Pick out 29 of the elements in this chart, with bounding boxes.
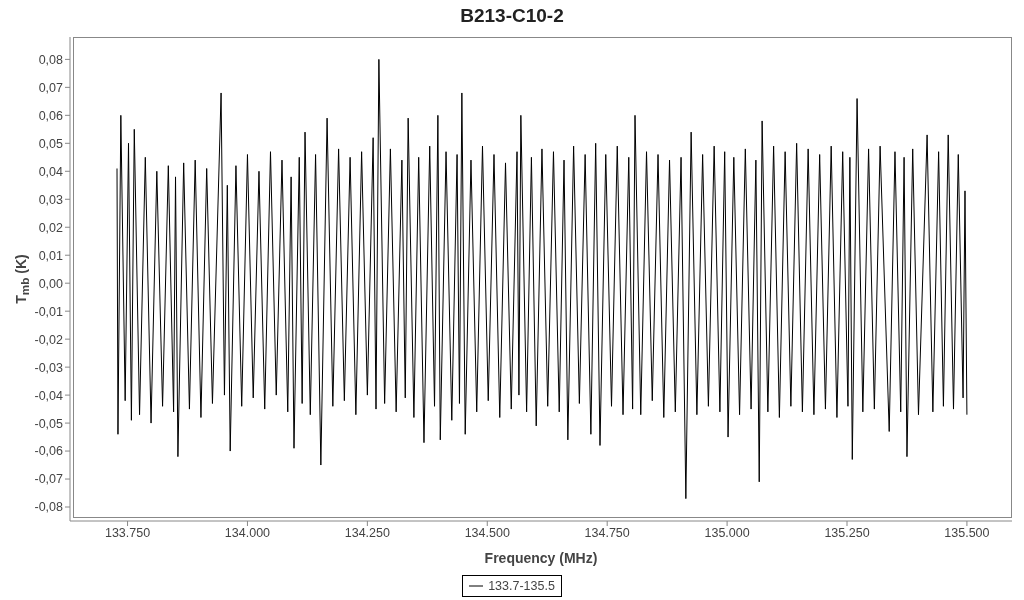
x-tick-label: 134.750 bbox=[584, 525, 630, 540]
y-tick-label: -0,06 bbox=[34, 444, 64, 459]
y-tick-label: -0,01 bbox=[34, 304, 64, 319]
y-tick-label: 0,07 bbox=[38, 80, 64, 95]
y-tick-label: 0,06 bbox=[38, 108, 64, 123]
y-tick-label: 0,02 bbox=[38, 220, 64, 235]
y-tick-label: -0,05 bbox=[34, 416, 64, 431]
x-tick-label: 135.000 bbox=[704, 525, 750, 540]
legend-label: 133.7-135.5 bbox=[488, 579, 555, 593]
x-tick-label: 135.500 bbox=[944, 525, 990, 540]
y-tick-label: -0,07 bbox=[34, 472, 64, 487]
x-tick-label: 134.250 bbox=[344, 525, 391, 540]
y-tick-label: -0,03 bbox=[34, 360, 64, 375]
y-tick-label: 0,01 bbox=[38, 248, 64, 263]
x-tick-label: 133.750 bbox=[104, 525, 151, 540]
y-tick-label: -0,02 bbox=[34, 332, 64, 347]
x-tick-label: 134.000 bbox=[224, 525, 271, 540]
y-tick-label: 0,04 bbox=[38, 164, 64, 179]
line-series bbox=[116, 58, 968, 500]
x-axis-title: Frequency (MHz) bbox=[483, 549, 599, 567]
y-tick-label: 0,08 bbox=[38, 52, 64, 67]
x-tick-label: 135.250 bbox=[824, 525, 870, 540]
y-tick-label: -0,08 bbox=[34, 500, 64, 515]
x-tick-label: 134.500 bbox=[464, 525, 510, 540]
y-tick-label: -0,04 bbox=[34, 388, 64, 403]
y-tick-label: 0,03 bbox=[38, 192, 64, 207]
y-tick-label: 0,05 bbox=[38, 136, 64, 151]
chart-title: B213-C10-2 bbox=[459, 4, 565, 28]
y-tick-label: 0,00 bbox=[38, 276, 64, 291]
